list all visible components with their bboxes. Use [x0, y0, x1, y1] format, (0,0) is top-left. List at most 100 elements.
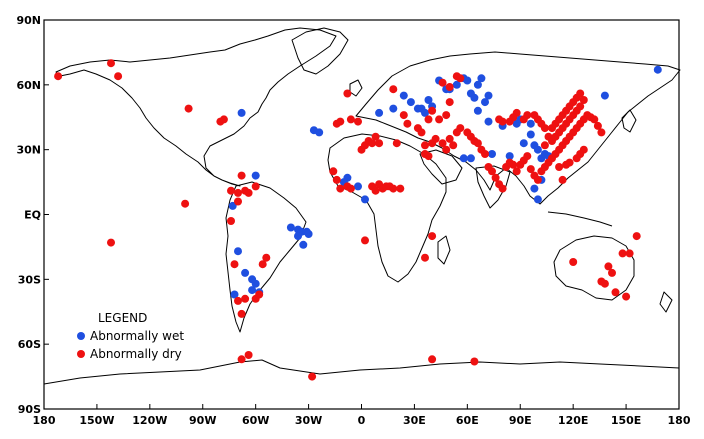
abnormally-dry-point: [332, 175, 341, 184]
abnormally-dry-point: [435, 115, 444, 124]
abnormally-dry-point: [230, 260, 239, 269]
abnormally-dry-point: [237, 355, 246, 364]
abnormally-dry-point: [470, 357, 479, 366]
abnormally-wet-point: [526, 130, 535, 139]
abnormally-wet-point: [533, 195, 542, 204]
data-points: [54, 59, 662, 381]
abnormally-wet-point: [248, 286, 257, 295]
abnormally-dry-point: [526, 165, 535, 174]
abnormally-wet-point: [484, 117, 493, 126]
abnormally-dry-point: [424, 115, 433, 124]
abnormally-dry-point: [442, 111, 451, 120]
coastline-madagascar: [437, 235, 451, 265]
coastline-africa: [327, 133, 447, 283]
abnormally-dry-point: [428, 232, 437, 241]
abnormally-dry-point: [227, 217, 235, 225]
abnormally-wet-point: [389, 104, 398, 113]
abnormally-dry-point: [491, 173, 500, 182]
abnormally-dry-point: [336, 184, 345, 193]
abnormally-dry-point: [576, 89, 585, 98]
abnormally-wet-point: [452, 80, 461, 89]
abnormally-dry-point: [181, 199, 190, 208]
abnormally-wet-point: [421, 108, 429, 117]
abnormally-dry-point: [417, 128, 426, 137]
abnormally-dry-point: [608, 268, 616, 277]
abnormally-dry-point: [533, 175, 542, 184]
legend-wet-label: Abnormally wet: [90, 329, 184, 343]
abnormally-dry-point: [392, 139, 401, 148]
abnormally-dry-point: [438, 78, 447, 87]
abnormally-dry-point: [473, 139, 482, 148]
abnormally-dry-point: [421, 141, 429, 150]
abnormally-dry-point: [227, 186, 235, 195]
abnormally-wet-point: [294, 232, 302, 241]
abnormally-wet-point: [234, 247, 242, 256]
abnormally-dry-point: [346, 115, 355, 124]
abnormally-dry-point: [346, 184, 355, 193]
y-tick-label: 60S: [18, 338, 41, 351]
abnormally-wet-point: [459, 154, 468, 163]
abnormally-dry-point: [389, 184, 398, 193]
abnormally-wet-point: [466, 154, 475, 163]
coastline-antarctica: [43, 359, 680, 385]
abnormally-wet-point: [477, 74, 486, 83]
abnormally-dry-point: [343, 89, 352, 98]
y-tick-label: EQ: [24, 209, 41, 222]
abnormally-wet-point: [354, 182, 362, 191]
abnormally-wet-point: [406, 98, 415, 107]
abnormally-dry-point: [431, 134, 440, 143]
abnormally-wet-point: [519, 139, 528, 148]
abnormally-wet-point: [526, 119, 535, 128]
axis-ticks: 180 150W 120W 90W 60W 30W 0 30E 60E 90E 120E 150E 18…: [16, 14, 690, 427]
x-tick-label: 90W: [189, 414, 216, 427]
abnormally-dry-point: [442, 145, 451, 154]
abnormally-dry-point: [632, 232, 641, 241]
abnormally-dry-point: [576, 102, 585, 111]
abnormally-dry-point: [241, 294, 250, 303]
abnormally-wet-point: [473, 106, 482, 115]
abnormally-dry-point: [445, 134, 454, 143]
abnormally-wet-point: [481, 98, 489, 107]
abnormally-dry-point: [428, 106, 437, 115]
coastline-arabia: [419, 149, 463, 185]
abnormally-dry-point: [371, 186, 380, 195]
abnormally-dry-point: [361, 236, 369, 245]
abnormally-wet-point: [299, 240, 308, 249]
abnormally-wet-point: [315, 128, 324, 137]
x-tick-label: 30W: [295, 414, 322, 427]
abnormally-dry-point: [396, 184, 405, 193]
abnormally-wet-point: [304, 230, 313, 238]
abnormally-dry-point: [579, 96, 588, 104]
abnormally-dry-point: [428, 355, 437, 364]
abnormally-dry-point: [403, 119, 412, 128]
abnormally-dry-point: [597, 128, 606, 137]
abnormally-dry-point: [107, 59, 115, 68]
abnormally-dry-point: [371, 132, 380, 141]
abnormally-dry-point: [389, 85, 398, 94]
abnormally-dry-point: [456, 74, 465, 83]
abnormally-wet-point: [237, 108, 246, 117]
abnormally-dry-point: [519, 115, 528, 124]
abnormally-dry-point: [234, 188, 242, 197]
abnormally-dry-point: [251, 182, 260, 191]
abnormally-dry-point: [572, 154, 581, 163]
abnormally-dry-point: [523, 152, 532, 161]
y-tick-label: 90N: [16, 14, 41, 27]
abnormally-dry-point: [488, 167, 496, 176]
abnormally-wet-point: [251, 171, 260, 180]
abnormally-dry-point: [625, 249, 634, 258]
abnormally-dry-point: [590, 115, 599, 124]
abnormally-dry-point: [244, 351, 253, 359]
abnormally-dry-point: [445, 98, 454, 107]
abnormally-dry-point: [530, 111, 539, 120]
abnormally-dry-point: [449, 141, 458, 150]
x-tick-label: 180: [33, 414, 56, 427]
y-tick-label: 30N: [16, 144, 41, 157]
abnormally-dry-point: [597, 277, 606, 286]
abnormally-wet-point: [653, 65, 662, 74]
legend-title: LEGEND: [98, 311, 147, 325]
abnormally-wet-point: [399, 91, 408, 100]
abnormally-dry-point: [558, 175, 567, 184]
abnormally-dry-point: [308, 372, 317, 381]
x-tick-label: 120E: [558, 414, 588, 427]
